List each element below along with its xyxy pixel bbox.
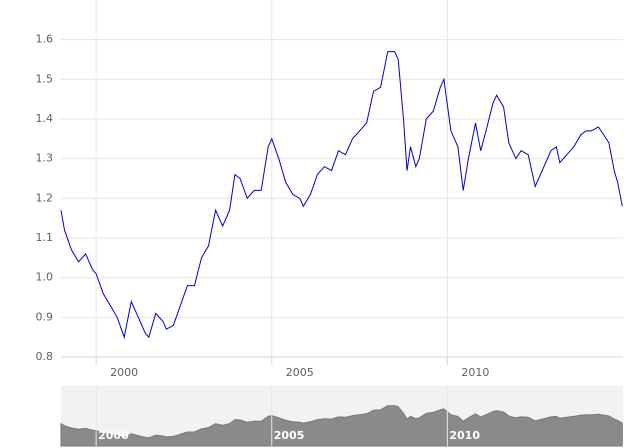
navigator-label: 2005 — [274, 429, 305, 442]
x-tick-label: 2010 — [461, 366, 489, 379]
y-tick-label: 1.0 — [36, 271, 54, 284]
line-series — [60, 51, 623, 340]
y-tick-label: 1.6 — [36, 33, 54, 46]
y-tick-label: 1.5 — [36, 72, 54, 85]
y-tick-label: 0.9 — [36, 310, 54, 323]
navigator-area — [60, 405, 623, 447]
y-tick-label: 1.4 — [36, 112, 54, 125]
navigator-label: 2010 — [449, 429, 480, 442]
navigator-label: 2000 — [98, 429, 129, 442]
y-tick-label: 1.2 — [36, 191, 54, 204]
y-tick-label: 0.8 — [36, 350, 54, 363]
x-tick-label: 2000 — [110, 366, 138, 379]
x-tick-label: 2005 — [286, 366, 314, 379]
y-tick-label: 1.1 — [36, 231, 54, 244]
y-tick-label: 1.3 — [36, 152, 54, 165]
